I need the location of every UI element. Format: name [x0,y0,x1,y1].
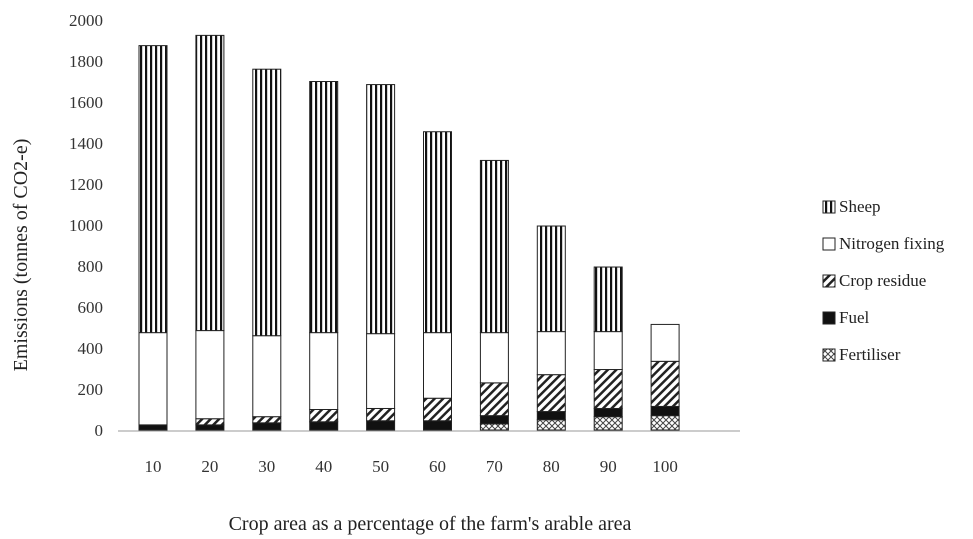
legend-item: Nitrogen fixing [822,234,945,253]
bar-stack-100 [650,323,680,431]
legend-item: Crop residue [822,271,926,290]
bar-segment-fuel [366,420,396,431]
legend-item: Sheep [822,197,881,216]
x-axis-title: Crop area as a percentage of the farm's … [229,513,632,535]
bar-segment-sheep [423,131,452,334]
bar-segment-fertiliser [593,416,623,431]
bar-segment-crop-residue [195,418,225,426]
bar-segment-fertiliser [479,423,509,431]
bar-segment-crop-residue [309,409,339,423]
bar-stack-80 [536,225,566,431]
legend-item: Fuel [822,308,870,327]
bar-segment-sheep [138,45,168,334]
bar-segment-crop-residue [593,369,623,409]
bar-segment-fuel [252,422,282,431]
legend-label: Sheep [839,197,881,216]
legend: Sheep Nitrogen fixing Crop residue Fuel Fert… [822,197,945,364]
y-tick-label: 1800 [69,52,103,71]
bar-segment-crop-residue [650,360,680,407]
bar-segment-crop-residue [423,397,452,422]
bar-segment-nitrogen-fixing [366,333,396,409]
bar-segment-crop-residue [366,407,396,422]
bar-stack-70 [479,159,509,431]
bar-segment-nitrogen-fixing [593,331,623,371]
y-tick-label: 0 [95,421,104,440]
bar-segment-sheep [536,225,566,333]
y-tick-label: 800 [78,257,104,276]
bar-stack-30 [252,68,282,431]
y-tick-label: 400 [78,339,104,358]
bar-segment-sheep [479,159,509,334]
bar-segment-fuel [536,411,566,421]
bar-segment-fuel [138,424,168,431]
y-tick-label: 1600 [69,93,103,112]
bar-segment-nitrogen-fixing [195,330,225,420]
x-tick-label: 70 [486,457,503,476]
plot-area: 0 200 400 600 800 1000 1200 1400 1600 1800 2000 10… [69,11,740,476]
bar-segment-nitrogen-fixing [252,335,282,418]
bar-segment-nitrogen-fixing [138,332,168,426]
bar-segment-fuel [479,415,509,425]
bar-segment-sheep [252,68,282,337]
legend-swatch [822,200,836,214]
x-tick-label: 30 [258,457,275,476]
x-axis-ticks: 10 20 30 40 50 60 70 80 90 100 [145,457,678,476]
y-axis-title: Emissions (tonnes of CO2-e) [10,139,32,372]
x-tick-label: 40 [315,457,332,476]
legend-label: Nitrogen fixing [839,234,945,253]
x-tick-label: 60 [429,457,446,476]
bar-segment-nitrogen-fixing [309,332,339,410]
bar-segment-crop-residue [479,382,509,417]
legend-label: Crop residue [839,271,926,290]
x-tick-label: 50 [372,457,389,476]
bar-segment-nitrogen-fixing [423,332,452,399]
x-tick-label: 90 [600,457,617,476]
legend-swatch [822,237,836,251]
bar-segment-sheep [366,84,396,335]
y-axis-ticks: 0 200 400 600 800 1000 1200 1400 1600 1800 2000 [69,11,103,440]
x-tick-label: 20 [201,457,218,476]
bar-segment-fuel [423,420,452,431]
y-tick-label: 1000 [69,216,103,235]
y-tick-label: 1400 [69,134,103,153]
bar-stack-50 [366,84,396,431]
x-tick-label: 10 [145,457,162,476]
legend-swatch [822,311,836,325]
bar-stack-60 [423,131,452,431]
bar-segment-nitrogen-fixing [536,331,566,376]
bar-stack-90 [593,266,623,431]
bar-segment-fuel [195,424,225,431]
y-tick-label: 1200 [69,175,103,194]
legend-label: Fuel [839,308,870,327]
bar-segment-crop-residue [252,416,282,424]
bar-segment-fuel [309,421,339,431]
bar-stack-40 [309,81,339,431]
bar-segment-sheep [309,81,339,334]
y-tick-label: 2000 [69,11,103,30]
legend-label: Fertiliser [839,345,901,364]
bar-segment-fertiliser [536,419,566,431]
bar-segment-fertiliser [650,415,680,431]
bar-segment-nitrogen-fixing [650,323,680,362]
legend-swatch [822,274,836,288]
bar-segment-sheep [195,34,225,332]
x-tick-label: 100 [652,457,678,476]
legend-swatch [822,348,836,362]
y-tick-label: 200 [78,380,104,399]
bar-segment-sheep [593,266,623,333]
y-tick-label: 600 [78,298,104,317]
bar-segment-crop-residue [536,374,566,413]
legend-item: Fertiliser [822,345,901,364]
bar-stack-10 [138,45,168,431]
bar-segment-fuel [650,405,680,417]
bar-segment-nitrogen-fixing [479,332,509,384]
bar-segment-fuel [593,407,623,418]
x-tick-label: 80 [543,457,560,476]
bars-group [138,34,680,431]
bar-stack-20 [195,34,225,431]
